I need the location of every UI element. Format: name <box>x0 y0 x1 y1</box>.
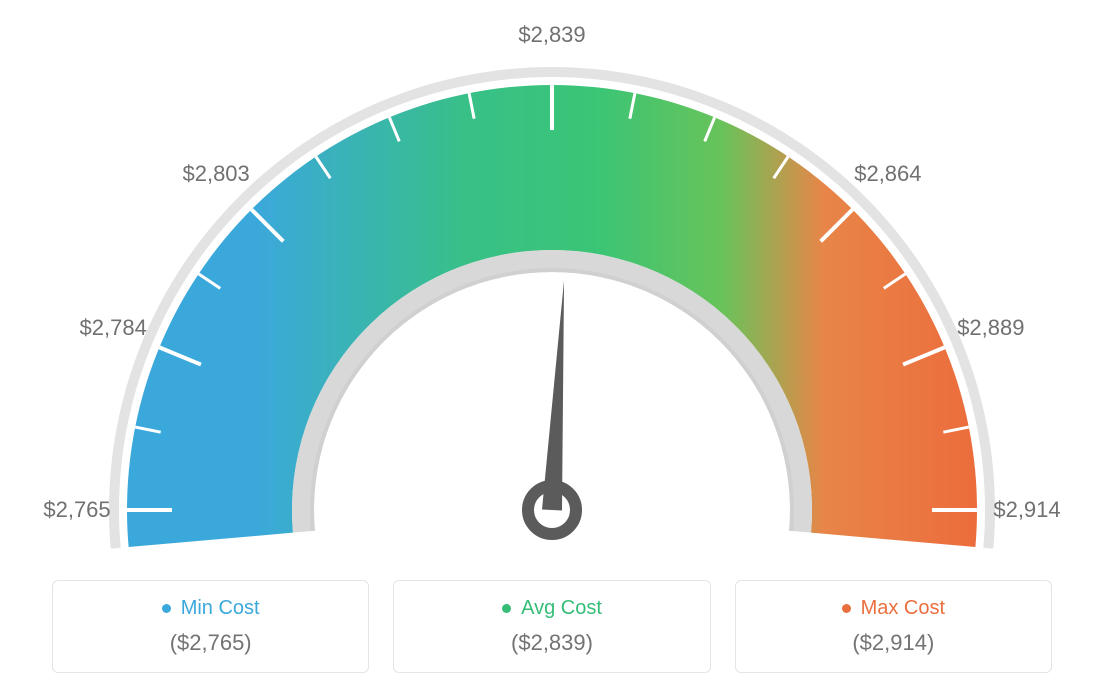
legend-value-max: ($2,914) <box>752 630 1035 656</box>
legend-value-min: ($2,765) <box>69 630 352 656</box>
legend-dot-min <box>162 604 171 613</box>
gauge-tick-label: $2,839 <box>518 22 585 47</box>
legend-label-max: Max Cost <box>752 597 1035 620</box>
legend-card-min: Min Cost ($2,765) <box>52 580 369 673</box>
legend-text-min: Min Cost <box>181 597 260 620</box>
legend-text-avg: Avg Cost <box>521 597 602 620</box>
gauge-tick-label: $2,889 <box>957 315 1024 340</box>
legend-text-max: Max Cost <box>861 597 945 620</box>
legend-dot-avg <box>502 604 511 613</box>
legend-label-avg: Avg Cost <box>410 597 693 620</box>
legend-value-avg: ($2,839) <box>410 630 693 656</box>
gauge-needle <box>542 280 564 510</box>
legend-card-avg: Avg Cost ($2,839) <box>393 580 710 673</box>
gauge-svg: $2,765 $2,784 $2,803 $2,839 $2,864 $2,889 $2,9… <box>0 0 1104 560</box>
legend-dot-max <box>842 604 851 613</box>
gauge-tick-label: $2,784 <box>80 315 147 340</box>
legend-row: Min Cost ($2,765) Avg Cost ($2,839) Max … <box>0 580 1104 673</box>
gauge-tick-label: $2,914 <box>993 497 1060 522</box>
legend-card-max: Max Cost ($2,914) <box>735 580 1052 673</box>
gauge-tick-label: $2,765 <box>43 497 110 522</box>
gauge-tick-label: $2,864 <box>854 161 921 186</box>
gauge-tick-label: $2,803 <box>182 161 249 186</box>
legend-label-min: Min Cost <box>69 597 352 620</box>
gauge-wrapper: $2,765 $2,784 $2,803 $2,839 $2,864 $2,889 $2,9… <box>0 0 1104 560</box>
gauge-chart-container: $2,765 $2,784 $2,803 $2,839 $2,864 $2,889 $2,9… <box>0 0 1104 690</box>
